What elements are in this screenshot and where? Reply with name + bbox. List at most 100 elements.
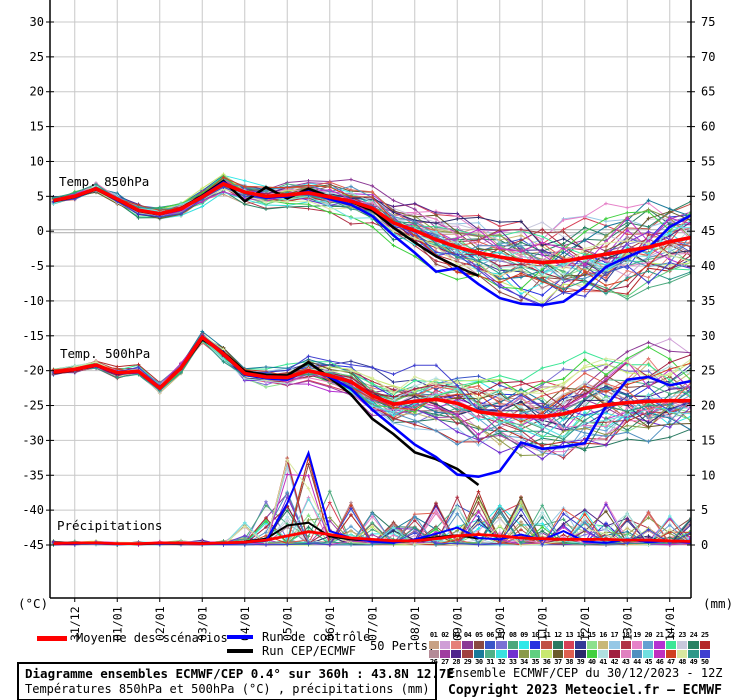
pert-color-swatch (518, 640, 530, 649)
pert-color-swatch (654, 640, 665, 649)
pert-color-swatch (575, 649, 586, 658)
diagram-title: Diagramme ensembles ECMWF/CEP 0.4° sur 3… (25, 666, 454, 681)
ensemble-chart: 302520151050-5-10-15-20-25-30-35-40-4575… (18, 0, 733, 641)
pert-color-swatch (654, 649, 665, 658)
pert-color-swatch (699, 640, 710, 649)
x-date-label: 08/01 (408, 606, 422, 641)
pert-color-swatch (677, 649, 688, 658)
pert-color-swatch (541, 640, 552, 649)
band-label-t500: Temp. 500hPa (60, 346, 150, 361)
y-right-tick-label: 50 (701, 189, 715, 203)
pert-number: 38 (565, 658, 573, 666)
y-right-tick-label: 20 (701, 399, 715, 413)
axis-labels: 302520151050-5-10-15-20-25-30-35-40-4575… (18, 15, 733, 641)
pert-number: 48 (678, 658, 686, 666)
y-right-tick-label: 65 (701, 85, 715, 99)
y-left-tick-label: -40 (22, 503, 44, 517)
pert-number: 44 (633, 658, 641, 666)
pert-color-swatch (484, 640, 496, 649)
x-date-label: 12/01 (578, 606, 592, 641)
pert-number: 04 (463, 631, 472, 639)
y-right-tick-label: 75 (701, 15, 715, 29)
y-right-tick-label: 55 (701, 154, 715, 168)
y-left-tick-label: -25 (22, 399, 44, 413)
pert-number: 43 (621, 658, 630, 666)
pert-number: 07 (497, 631, 506, 639)
pert-color-swatch (518, 649, 530, 658)
y-right-tick-label: 40 (701, 259, 715, 273)
x-date-label: 07/01 (365, 606, 379, 641)
pert-color-swatch (552, 640, 564, 649)
pert-number: 40 (588, 658, 596, 666)
pert-number: 37 (554, 658, 562, 666)
y-left-tick-label: 30 (30, 15, 44, 29)
pert-color-swatch (688, 640, 699, 649)
mean-t500-line (53, 334, 691, 419)
pert-color-swatch (439, 649, 451, 658)
pert-color-swatch (586, 649, 597, 658)
pert-number: 18 (621, 631, 630, 639)
pert-number: 09 (520, 631, 528, 639)
mean-line-swatch (37, 635, 67, 641)
pert-color-swatch (631, 649, 643, 658)
control-line-swatch (227, 635, 253, 639)
pert-color-swatch (428, 640, 439, 649)
pert-number: 06 (486, 631, 494, 639)
pert-color-swatch (677, 640, 688, 649)
pert-number: 29 (463, 658, 472, 666)
pert-color-swatch (665, 649, 677, 658)
pert-color-swatch (507, 649, 518, 658)
pert-color-swatch (688, 649, 699, 658)
y-left-tick-label: -15 (22, 329, 44, 343)
x-date-label: 02/01 (153, 606, 167, 641)
pert-number: 42 (610, 658, 619, 666)
pert-number: 25 (701, 631, 709, 639)
pert-number: 13 (565, 631, 573, 639)
pert-color-swatch (564, 649, 575, 658)
legend-control-label: Run de contrôle (262, 630, 371, 644)
x-date-label: 10/01 (493, 606, 507, 641)
legend-hres-label: Run CEP/ECMWF (262, 644, 356, 658)
perturbation-color-key: 01 02 03 04 05 06 07 08 09 10 11 12 13 14 15 16 17 18 19 20… (428, 631, 710, 667)
x-date-label: 31/12 (68, 606, 82, 641)
pert-number: 33 (509, 658, 517, 666)
pert-number: 35 (531, 658, 540, 666)
y-right-tick-label: 35 (701, 294, 715, 308)
pert-color-swatch (473, 640, 484, 649)
pert-number: 01 (429, 631, 438, 639)
legend-mean: Moyenne des scénarios (37, 631, 228, 645)
y-left-tick-label: 5 (37, 189, 44, 203)
y-left-tick-label: -10 (22, 294, 44, 308)
legend-mean-label: Moyenne des scénarios (76, 631, 228, 645)
y-left-unit-label: (°C) (18, 596, 48, 611)
y-left-tick-label: 15 (30, 120, 44, 134)
pert-number: 47 (667, 658, 675, 666)
main-runs (53, 179, 691, 546)
pert-color-swatch (530, 640, 541, 649)
y-right-unit-label: (mm) (703, 596, 733, 611)
run-info-text: Ensemble ECMWF/CEP du 30/12/2023 - 12Z (448, 666, 723, 680)
pert-color-swatch (564, 640, 575, 649)
x-date-label: 09/01 (450, 606, 464, 641)
pert-color-swatch (609, 649, 620, 658)
pert-number: 31 (486, 658, 494, 666)
y-left-tick-label: 10 (30, 154, 44, 168)
pert-number: 45 (644, 658, 653, 666)
pert-number: 03 (452, 631, 461, 639)
pert-number: 27 (441, 658, 449, 666)
pert-number: 14 (576, 631, 585, 639)
pert-number: 23 (678, 631, 686, 639)
pert-number: 08 (509, 631, 517, 639)
pert-color-swatch (575, 640, 586, 649)
pert-color-swatch (507, 640, 518, 649)
copyright-text: Copyright 2023 Meteociel.fr – ECMWF (448, 683, 722, 698)
mean-precip-line (53, 530, 691, 546)
axes (46, 0, 695, 602)
y-right-tick-label: 60 (701, 120, 715, 134)
run-info-block: Ensemble ECMWF/CEP du 30/12/2023 - 12Z C… (448, 666, 723, 698)
x-date-label: 05/01 (280, 606, 294, 641)
x-date-label: 06/01 (323, 606, 337, 641)
pert-number: 12 (554, 631, 562, 639)
x-date-label: 04/01 (238, 606, 252, 641)
